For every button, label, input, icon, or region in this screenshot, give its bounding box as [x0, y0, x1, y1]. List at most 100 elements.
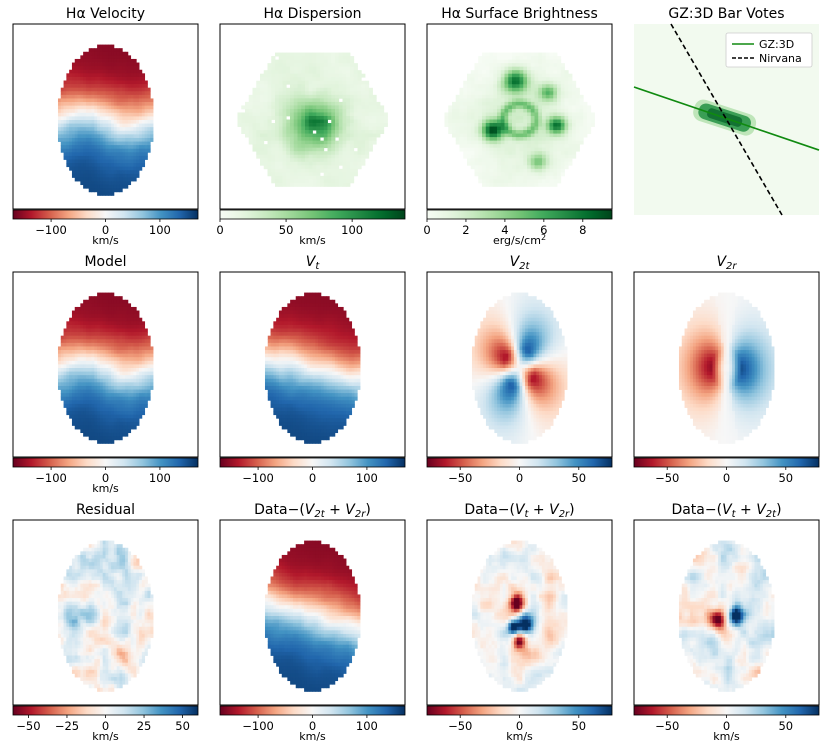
heatmap-cell	[63, 385, 67, 390]
heatmap-cell	[318, 310, 322, 315]
heatmap-cell	[278, 77, 283, 82]
heatmap-cell	[572, 112, 577, 117]
heatmap-cell	[519, 179, 524, 184]
heatmap-cell	[77, 368, 81, 372]
heatmap-cell	[80, 62, 84, 67]
heatmap-cell	[308, 108, 313, 113]
heatmap-cell	[346, 73, 351, 78]
heatmap-cell	[105, 414, 109, 419]
heatmap-cell	[470, 105, 475, 110]
heatmap-cell	[127, 91, 132, 96]
heatmap-cell	[275, 73, 280, 78]
heatmap-cell	[99, 62, 104, 67]
heatmap-cell	[304, 342, 308, 347]
heatmap-cell	[144, 378, 148, 383]
heatmap-cell	[119, 303, 123, 308]
heatmap-cell	[305, 126, 310, 131]
heatmap-cell	[125, 159, 129, 164]
heatmap-cell	[256, 101, 261, 106]
heatmap-cell	[119, 188, 123, 193]
heatmap-cell	[485, 158, 490, 163]
heatmap-cell	[105, 292, 109, 297]
heatmap-cell	[331, 84, 336, 89]
heatmap-cell	[71, 120, 76, 124]
heatmap-cell	[293, 73, 298, 78]
heatmap-cell	[549, 179, 554, 184]
heatmap-cell	[66, 148, 70, 153]
heatmap-cell	[485, 66, 490, 71]
heatmap-cell	[485, 182, 490, 187]
heatmap-cell	[88, 152, 92, 157]
heatmap-cell	[69, 80, 73, 85]
heatmap-cell	[125, 58, 129, 63]
heatmap-cell	[334, 303, 339, 308]
heatmap-cell	[515, 87, 520, 92]
heatmap-cell	[334, 317, 339, 322]
heatmap-cell	[572, 80, 577, 85]
heatmap-cell	[329, 321, 333, 326]
heatmap-cell	[301, 310, 305, 315]
heatmap-cell	[83, 353, 87, 358]
heatmap-cell	[318, 332, 322, 337]
heatmap-cell	[338, 158, 343, 163]
heatmap-cell	[353, 161, 358, 166]
heatmap-cell	[77, 141, 81, 146]
heatmap-cell	[316, 172, 321, 177]
heatmap-cell	[312, 306, 316, 311]
heatmap-cell	[278, 98, 283, 103]
heatmap-cell	[282, 63, 287, 68]
heatmap-cell	[125, 411, 129, 416]
heatmap-cell	[489, 63, 494, 68]
heatmap-cell	[102, 299, 106, 304]
heatmap-cell	[111, 400, 115, 405]
heatmap-cell	[508, 182, 513, 187]
heatmap-cell	[119, 310, 123, 315]
heatmap-cell	[66, 393, 70, 398]
heatmap-cell	[97, 163, 101, 168]
heatmap-cell	[308, 112, 313, 117]
heatmap-cell	[97, 324, 101, 329]
heatmap-cell	[94, 371, 98, 376]
heatmap-cell	[97, 87, 101, 92]
heatmap-cell	[97, 116, 101, 121]
heatmap-cell	[572, 91, 577, 96]
heatmap-cell	[504, 80, 509, 85]
heatmap-cell	[304, 346, 308, 351]
heatmap-cell	[489, 80, 494, 85]
colorbar-label: km/s	[92, 482, 119, 495]
heatmap-cell	[353, 91, 358, 96]
heatmap-cell	[350, 165, 355, 170]
heatmap-cell	[508, 77, 513, 82]
heatmap-cell	[527, 108, 532, 113]
heatmap-cell	[130, 80, 134, 85]
heatmap-cell	[85, 306, 90, 311]
heatmap-cell	[88, 51, 92, 56]
heatmap-cell	[504, 52, 509, 57]
heatmap-cell	[66, 353, 70, 358]
heatmap-cell	[80, 368, 84, 372]
heatmap-cell	[130, 321, 134, 326]
heatmap-cell	[587, 115, 592, 120]
heatmap-cell	[482, 63, 487, 68]
heatmap-cell	[549, 59, 554, 64]
heatmap-cell	[542, 73, 547, 78]
heatmap-cell	[125, 112, 129, 117]
heatmap-cell	[94, 429, 98, 434]
colorbar-label: erg/s/cm2	[493, 233, 546, 247]
heatmap-cell	[497, 151, 502, 156]
heatmap-cell	[139, 141, 143, 146]
heatmap-cell	[549, 77, 554, 82]
heatmap-cell	[489, 52, 494, 57]
heatmap-cell	[97, 91, 101, 96]
heatmap-cell	[105, 191, 109, 196]
heatmap-cell	[139, 389, 143, 394]
heatmap-cell	[297, 77, 302, 82]
heatmap-cell	[63, 396, 67, 401]
heatmap-cell	[271, 115, 276, 120]
heatmap-cell	[57, 364, 62, 369]
heatmap-cell	[482, 158, 487, 163]
heatmap-cell	[63, 357, 67, 362]
heatmap-cell	[99, 145, 104, 150]
heatmap-cell	[534, 130, 539, 134]
heatmap-cell	[122, 152, 126, 157]
